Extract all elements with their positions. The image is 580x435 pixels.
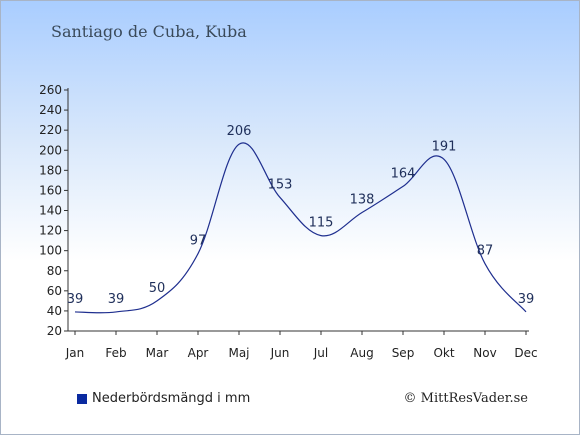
- x-tick-label: Feb: [105, 346, 126, 360]
- y-tick-label: 80: [47, 264, 62, 278]
- ticks: 20 40 60 80 100 120 140 160 180 200 220 240 260 Jan Fe…: [39, 83, 538, 360]
- y-tick-label: 120: [39, 224, 62, 238]
- series-line-precipitation: [74, 142, 527, 314]
- x-tick-label: Okt: [433, 346, 454, 360]
- x-tick-label: Nov: [473, 346, 496, 360]
- data-label: 138: [350, 193, 375, 208]
- x-tick-label: Aug: [350, 346, 373, 360]
- axes: [67, 88, 529, 332]
- data-label: 39: [108, 292, 125, 307]
- data-label: 97: [190, 234, 207, 249]
- x-tick-label: Dec: [514, 346, 537, 360]
- y-tick-label: 20: [47, 324, 62, 338]
- data-labels: 39 39 50 97 206 153 115 138 164 191 87 39: [67, 124, 535, 307]
- data-label: 206: [227, 124, 252, 139]
- page-title: Santiago de Cuba, Kuba: [51, 22, 247, 41]
- y-tick-label: 200: [39, 143, 62, 157]
- y-tick-label: 40: [47, 304, 62, 318]
- data-label: 164: [391, 166, 416, 181]
- x-tick-label: Apr: [188, 346, 209, 360]
- data-label: 115: [309, 216, 334, 231]
- data-label: 191: [432, 139, 457, 154]
- data-label: 153: [268, 177, 293, 192]
- x-tick-label: Mar: [146, 346, 169, 360]
- x-tick-label: Jun: [270, 346, 290, 360]
- legend-swatch: [77, 393, 87, 404]
- y-tick-label: 60: [47, 284, 62, 298]
- y-tick-label: 240: [39, 103, 62, 117]
- x-tick-label: Jul: [313, 346, 328, 360]
- y-tick-label: 220: [39, 123, 62, 137]
- y-tick-label: 100: [39, 244, 62, 258]
- legend-label: Nederbördsmängd i mm: [92, 391, 251, 406]
- y-tick-label: 140: [39, 204, 62, 218]
- data-label: 39: [67, 292, 84, 307]
- series-layer: [74, 142, 527, 314]
- y-tick-label: 260: [39, 83, 62, 97]
- x-tick-label: Jan: [65, 346, 85, 360]
- y-tick-label: 160: [39, 183, 62, 197]
- copyright-text: © MittResVader.se: [403, 391, 528, 406]
- y-tick-label: 180: [39, 163, 62, 177]
- data-label: 39: [518, 292, 535, 307]
- data-label: 50: [149, 281, 166, 296]
- x-tick-label: Sep: [392, 346, 415, 360]
- legend: Nederbördsmängd i mm: [77, 391, 250, 406]
- x-tick-label: Maj: [228, 346, 249, 360]
- data-label: 87: [477, 244, 494, 259]
